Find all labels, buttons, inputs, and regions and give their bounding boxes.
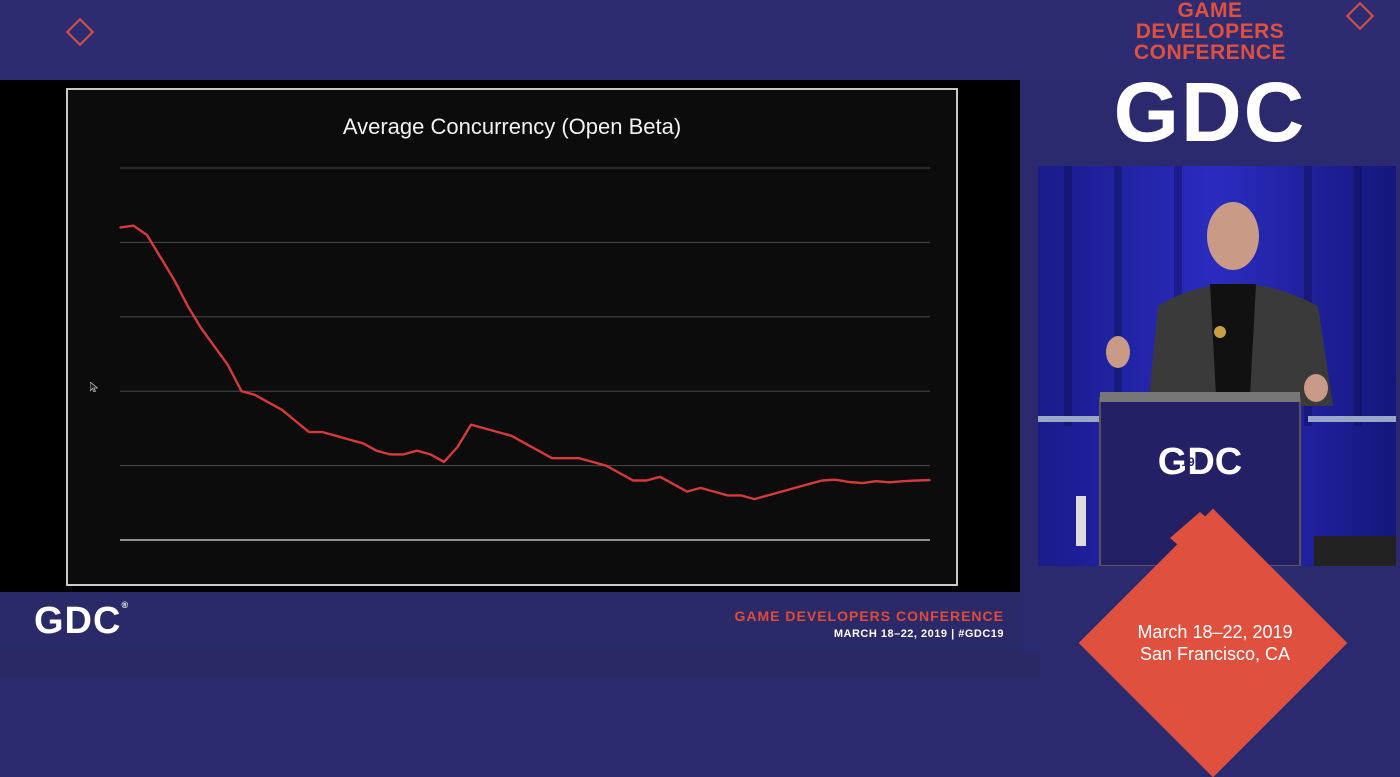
data-point: [605, 464, 607, 467]
event-location: San Francisco, CA: [1139, 644, 1291, 664]
data-point: [740, 494, 742, 497]
data-point: [875, 480, 877, 483]
chart-title: Average Concurrency (Open Beta): [342, 114, 682, 139]
data-point: [213, 345, 216, 348]
data-point: [807, 483, 810, 486]
data-point: [321, 431, 324, 433]
mouse-cursor-icon: [90, 382, 98, 392]
data-point: [294, 420, 297, 422]
data-point: [753, 498, 756, 500]
data-point: [780, 490, 783, 493]
slide-conference-name: GAME DEVELOPERS CONFERENCE: [734, 608, 1004, 624]
data-point: [254, 394, 256, 396]
data-point: [618, 472, 621, 474]
data-point: [281, 409, 283, 411]
line-chart: [119, 167, 931, 541]
data-point: [848, 481, 850, 483]
data-point: [564, 457, 567, 459]
slide-footer: GDC® GAME DEVELOPERS CONFERENCE MARCH 18…: [0, 592, 1020, 652]
data-point: [497, 431, 499, 433]
data-point: [132, 224, 135, 227]
data-point: [483, 427, 486, 430]
conference-name-header: GAME DEVELOPERS CONFERENCE: [1133, 0, 1286, 64]
event-date: March 18–22, 2019: [1137, 622, 1293, 642]
data-point: [888, 481, 891, 484]
data-point: [821, 479, 823, 482]
presentation-slide: Average Concurrency (Open Beta): [0, 80, 1020, 592]
data-point: [375, 449, 378, 452]
gdc-logo-large: GDC: [1113, 65, 1307, 159]
data-point: [335, 435, 337, 437]
data-point: [186, 304, 189, 307]
data-point: [416, 449, 418, 452]
speaker-video: GDC 19: [1038, 166, 1396, 566]
data-point: [146, 234, 148, 236]
data-point: [699, 487, 702, 489]
speaker-scene-illustration: GDC 19: [1038, 166, 1396, 566]
data-point: [240, 390, 243, 393]
data-point: [713, 490, 715, 493]
data-point: [794, 487, 796, 489]
data-point: [726, 494, 729, 497]
data-point: [578, 457, 580, 459]
data-point: [267, 401, 270, 404]
podium-gdc-logo: GDC: [1158, 441, 1242, 483]
data-point: [308, 431, 310, 433]
top-frame-band: [0, 0, 1400, 80]
data-point: [767, 494, 769, 497]
data-point: [929, 479, 931, 481]
data-point: [861, 482, 864, 484]
data-point: [402, 453, 405, 456]
data-point: [537, 449, 540, 452]
podium-year-number: 19: [1181, 455, 1195, 469]
data-point: [834, 478, 837, 481]
data-point: [389, 453, 391, 456]
data-point: [456, 446, 459, 448]
data-point: [510, 435, 513, 437]
data-point: [659, 475, 661, 478]
data-point: [443, 461, 445, 463]
data-point: [348, 438, 351, 441]
data-point: [173, 278, 175, 281]
data-point: [119, 226, 121, 229]
data-point: [362, 442, 364, 445]
data-point: [686, 490, 688, 493]
bottom-band: [0, 652, 1040, 678]
data-point: [159, 256, 162, 259]
data-point: [672, 483, 675, 486]
chart-panel: Average Concurrency (Open Beta): [66, 88, 958, 586]
data-point: [902, 480, 904, 483]
slide-dates-hashtag: MARCH 18–22, 2019 | #GDC19: [833, 628, 1004, 640]
series-line-0: [119, 224, 931, 501]
data-point: [591, 461, 594, 463]
data-point: [551, 457, 553, 459]
data-point: [524, 442, 526, 445]
data-point: [200, 327, 202, 329]
data-point: [227, 364, 229, 366]
data-point: [645, 479, 648, 482]
data-point: [429, 453, 432, 456]
slide-gdc-logo: GDC®: [34, 600, 130, 642]
data-point: [915, 479, 918, 482]
data-point: [632, 479, 634, 482]
data-point: [470, 423, 472, 426]
